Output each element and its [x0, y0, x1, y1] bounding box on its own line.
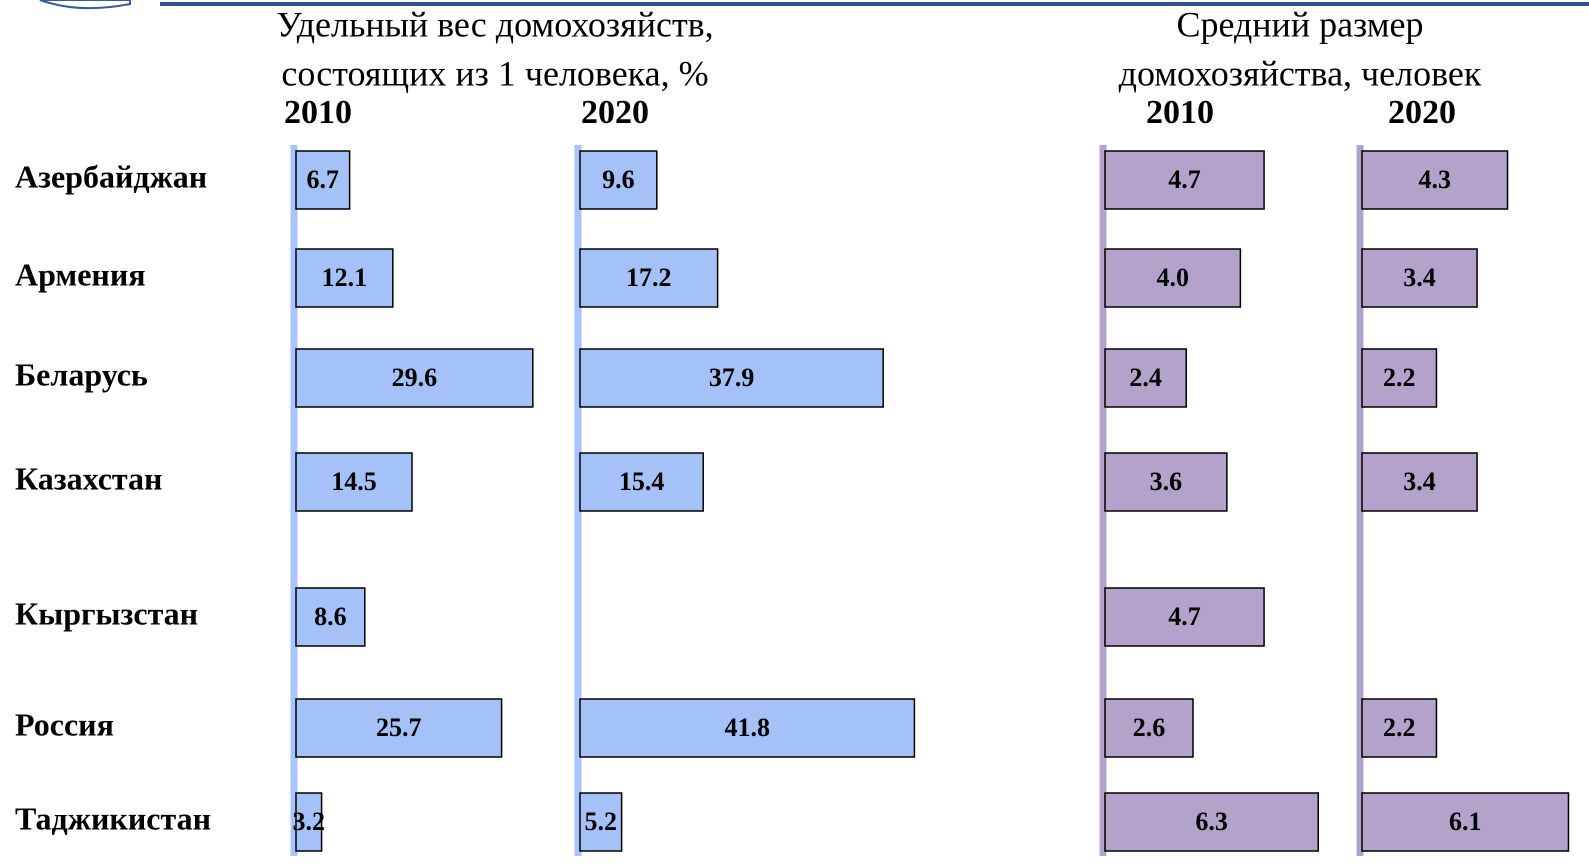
value-label: 2.4	[1129, 363, 1162, 392]
bar	[1361, 248, 1478, 308]
bar	[1104, 792, 1319, 852]
value-label: 8.6	[314, 602, 347, 631]
bar	[1104, 452, 1228, 512]
category-label: Азербайджан	[15, 158, 207, 194]
bar	[1104, 698, 1194, 758]
bar	[579, 150, 658, 210]
category-label: Беларусь	[15, 356, 148, 392]
series-year: 2020	[581, 94, 649, 131]
category-label: Армения	[15, 256, 146, 292]
value-label: 3.4	[1403, 467, 1436, 496]
bar	[295, 348, 534, 408]
category-label: Кыргызстан	[15, 595, 198, 631]
value-label: 9.6	[602, 165, 635, 194]
bar	[295, 248, 394, 308]
bar	[1361, 698, 1438, 758]
group-title: домохозяйства, человек	[1119, 53, 1482, 93]
value-label: 3.2	[293, 807, 326, 836]
value-label: 29.6	[392, 363, 438, 392]
value-label: 2.2	[1383, 713, 1416, 742]
bar	[1361, 348, 1438, 408]
value-label: 4.7	[1168, 165, 1201, 194]
bar	[1104, 150, 1265, 210]
value-label: 6.1	[1449, 807, 1482, 836]
bar	[1361, 792, 1570, 852]
category-label: Россия	[15, 706, 114, 742]
bar	[579, 452, 704, 512]
bar	[295, 452, 413, 512]
group-title: Средний размер	[1176, 4, 1423, 44]
category-label: Казахстан	[15, 460, 162, 496]
group-title: Удельный вес домохозяйств,	[276, 4, 713, 44]
value-label: 17.2	[626, 263, 672, 292]
value-label: 5.2	[585, 807, 618, 836]
bar	[295, 698, 503, 758]
bar	[579, 698, 916, 758]
series-year: 2020	[1388, 94, 1456, 131]
bar	[295, 792, 323, 852]
category-label: Таджикистан	[15, 800, 211, 836]
bar	[579, 348, 884, 408]
value-label: 4.3	[1419, 165, 1452, 194]
series-year: 2010	[284, 94, 352, 131]
value-label: 3.4	[1403, 263, 1436, 292]
logo-fragment	[39, 0, 131, 10]
value-label: 2.6	[1133, 713, 1166, 742]
bar	[1104, 587, 1265, 647]
value-label: 4.7	[1168, 602, 1201, 631]
value-label: 15.4	[619, 467, 665, 496]
bar	[579, 792, 623, 852]
value-label: 14.5	[331, 467, 377, 496]
group-title: состоящих из 1 человека, %	[281, 53, 708, 93]
value-label: 2.2	[1383, 363, 1416, 392]
value-label: 6.3	[1195, 807, 1228, 836]
value-label: 37.9	[709, 363, 755, 392]
bar	[1361, 452, 1478, 512]
bar	[295, 150, 351, 210]
value-label: 41.8	[724, 713, 770, 742]
value-label: 4.0	[1156, 263, 1189, 292]
value-label: 25.7	[376, 713, 422, 742]
bar	[579, 248, 719, 308]
series-year: 2010	[1146, 94, 1214, 131]
value-label: 12.1	[322, 263, 368, 292]
bar	[1104, 248, 1242, 308]
bar	[1104, 348, 1187, 408]
value-label: 3.6	[1150, 467, 1183, 496]
value-label: 6.7	[307, 165, 340, 194]
bar	[1361, 150, 1509, 210]
bar	[295, 587, 366, 647]
